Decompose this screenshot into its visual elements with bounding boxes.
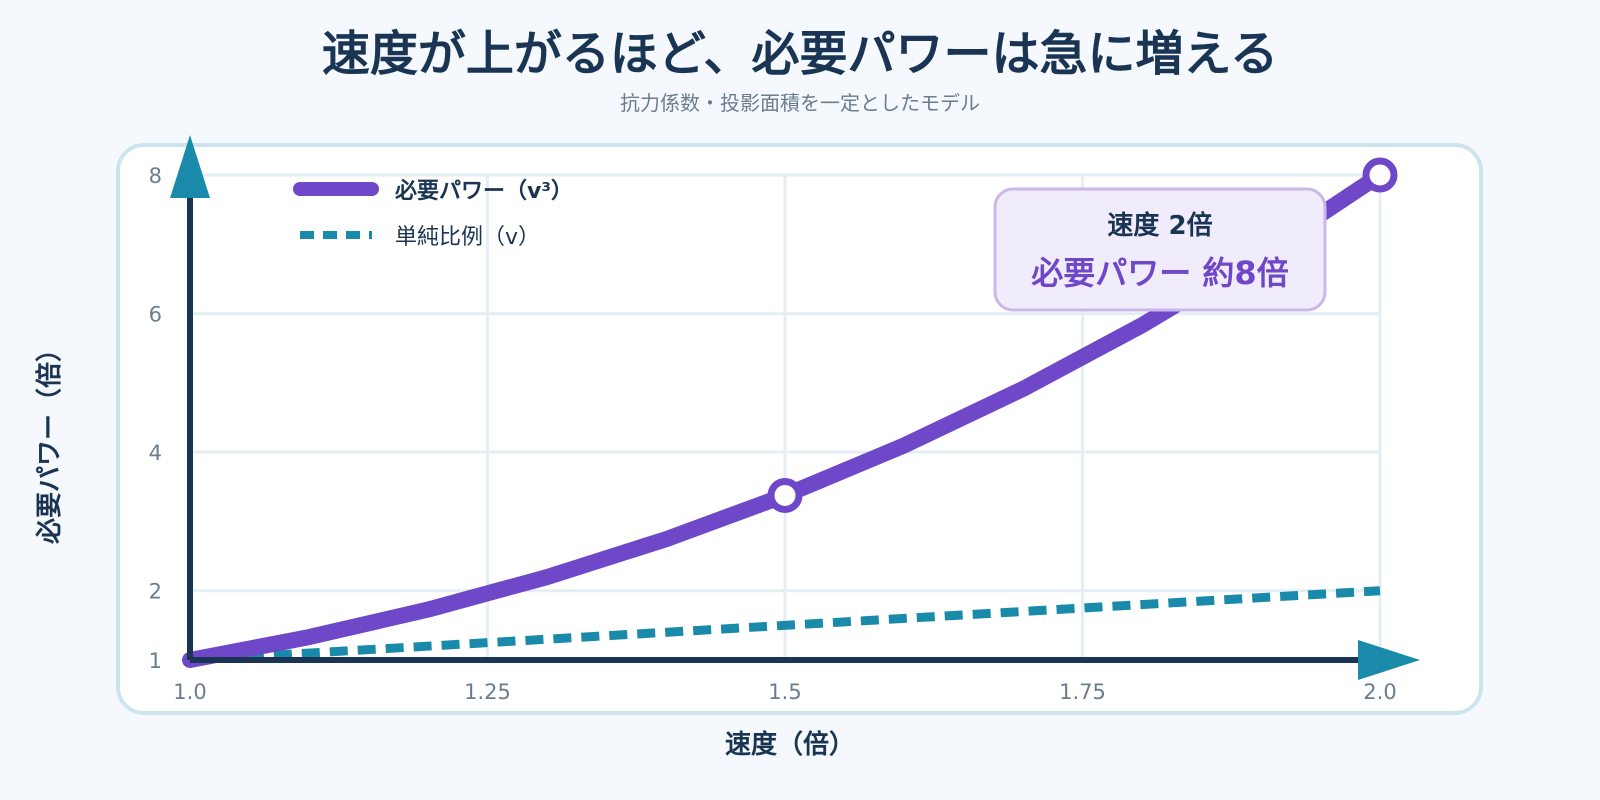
x-tick-label: 1.5	[768, 680, 801, 704]
x-axis-label: 速度（倍）	[725, 729, 855, 760]
x-tick-label: 1.25	[464, 680, 511, 704]
x-tick-labels: 1.0 1.25 1.5 1.75 2.0	[173, 680, 1396, 704]
data-point-marker	[1362, 157, 1398, 193]
callout-line1: 速度 2倍	[1107, 210, 1212, 241]
y-tick-label: 4	[149, 441, 162, 465]
y-tick-label: 8	[149, 164, 162, 188]
y-tick-label: 2	[149, 580, 162, 604]
callout-line2: 必要パワー 約8倍	[1031, 254, 1288, 292]
callout-box	[993, 187, 1327, 312]
chart-title: 速度が上がるほど、必要パワーは急に増える	[322, 26, 1278, 82]
y-tick-label: 1	[149, 649, 162, 673]
chart-subtitle: 抗力係数・投影面積を一定としたモデル	[620, 91, 980, 115]
series-line-linear	[189, 586, 1381, 665]
callout: 速度 2倍 必要パワー 約8倍	[993, 187, 1327, 312]
y-tick-labels: 1 2 4 6 8	[149, 164, 162, 673]
x-tick-label: 1.0	[173, 680, 206, 704]
x-tick-label: 1.75	[1059, 680, 1106, 704]
legend: 必要パワー（v³） 単純比例（v）	[293, 178, 573, 250]
legend-label-linear: 単純比例（v）	[395, 225, 540, 250]
markers	[767, 157, 1398, 513]
y-axis-arrow	[170, 135, 210, 198]
x-axis-arrow	[1358, 640, 1420, 680]
y-tick-label: 6	[149, 303, 162, 327]
y-axis-label: 必要パワー（倍）	[34, 336, 65, 544]
legend-label-power: 必要パワー（v³）	[395, 178, 573, 204]
x-tick-label: 2.0	[1363, 680, 1396, 704]
data-point-marker	[767, 477, 803, 513]
